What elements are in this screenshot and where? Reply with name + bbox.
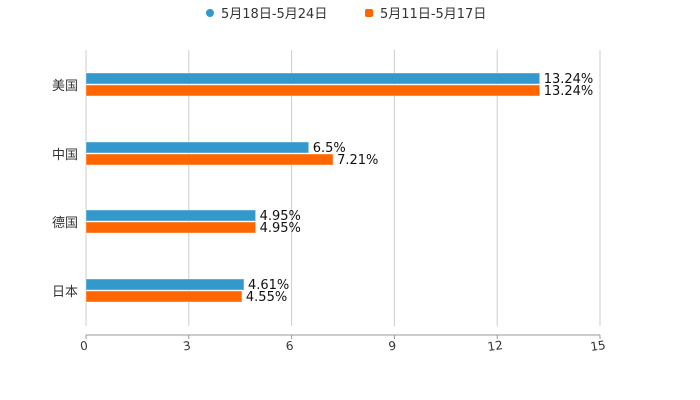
x-tick-label: 3 (182, 339, 192, 354)
category-label: 德国 (52, 216, 78, 231)
x-tick-label: 6 (285, 339, 295, 354)
data-label: 4.61% (248, 278, 289, 293)
data-label: 4.55% (246, 290, 287, 305)
data-label: 6.5% (313, 141, 346, 156)
legend-label: 5月18日-5月24日 (221, 7, 327, 22)
bar (85, 153, 334, 166)
data-label: 4.95% (260, 221, 301, 236)
data-label: 13.24% (544, 84, 594, 99)
bar (85, 84, 541, 97)
category-label: 日本 (52, 285, 78, 300)
legend-label: 5月11日-5月17日 (380, 7, 486, 22)
legend-marker (365, 9, 373, 17)
x-tick-label: 9 (388, 339, 398, 354)
legend-marker (206, 9, 214, 17)
data-label: 7.21% (337, 153, 378, 168)
x-tick-label: 15 (589, 338, 606, 354)
bar (85, 209, 257, 222)
data-label: 13.24% (544, 72, 594, 87)
bar (85, 290, 243, 303)
bar (85, 72, 541, 85)
category-label: 美国 (52, 79, 78, 94)
bar (85, 141, 310, 154)
category-label: 中国 (52, 148, 78, 163)
bar (85, 278, 245, 291)
x-tick-label: 0 (79, 339, 89, 354)
bar (85, 221, 257, 234)
data-label: 4.95% (260, 209, 301, 224)
x-tick-label: 12 (487, 338, 504, 354)
